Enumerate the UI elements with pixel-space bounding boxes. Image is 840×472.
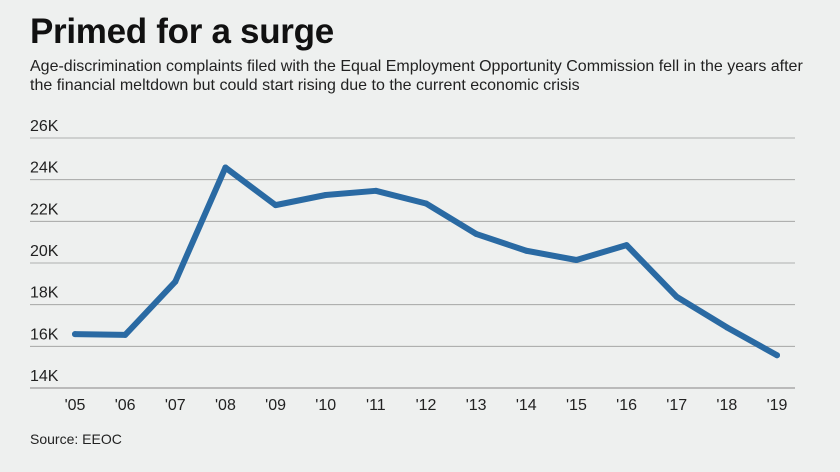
x-tick-label: '09 [265, 397, 286, 414]
x-tick-label: '17 [666, 397, 687, 414]
x-tick-label: '10 [315, 397, 336, 414]
chart-subtitle: Age-discrimination complaints filed with… [30, 58, 803, 94]
data-point [723, 324, 730, 331]
x-tick-label: '15 [566, 397, 587, 414]
x-tick-label: '14 [516, 397, 537, 414]
data-point [523, 247, 530, 254]
x-tick-label: '19 [767, 397, 788, 414]
x-tick-label: '12 [416, 397, 437, 414]
data-point [673, 293, 680, 300]
series-line [72, 164, 780, 359]
y-axis-ticks: 14K 16K 18K 20K 22K 24K 26K [30, 118, 59, 385]
y-tick-label: 14K [30, 368, 59, 385]
data-point [774, 352, 780, 359]
data-point [322, 192, 329, 198]
data-point [122, 331, 129, 338]
x-tick-label: '11 [366, 397, 386, 414]
series [72, 164, 780, 359]
x-tick-label: '08 [215, 397, 236, 414]
x-tick-label: '16 [616, 397, 637, 414]
x-tick-label: '05 [65, 397, 86, 414]
data-point [473, 230, 480, 237]
data-point [272, 202, 279, 209]
data-point [573, 257, 580, 263]
y-tick-label: 22K [30, 201, 59, 218]
y-tick-label: 16K [30, 326, 59, 343]
x-tick-label: '13 [466, 397, 487, 414]
y-tick-label: 18K [30, 285, 59, 302]
y-tick-label: 24K [30, 160, 59, 177]
chart-title: Primed for a surge [30, 12, 334, 51]
data-point [222, 164, 229, 171]
data-point [172, 278, 179, 285]
x-tick-label: '07 [165, 397, 186, 414]
data-point [623, 242, 630, 249]
x-tick-label: '18 [716, 397, 737, 414]
x-axis-ticks: '05 '06 '07 '08 '09 '10 '11 '12 '13 '14 '15 '16 '17 '… [65, 397, 788, 414]
source-note: Source: EEOC [30, 431, 122, 447]
x-tick-label: '06 [115, 397, 136, 414]
gridlines [30, 137, 795, 389]
data-point [72, 331, 78, 338]
data-point [423, 200, 429, 207]
data-point [372, 187, 379, 194]
y-tick-label: 20K [30, 243, 59, 260]
y-tick-label: 26K [30, 118, 59, 135]
